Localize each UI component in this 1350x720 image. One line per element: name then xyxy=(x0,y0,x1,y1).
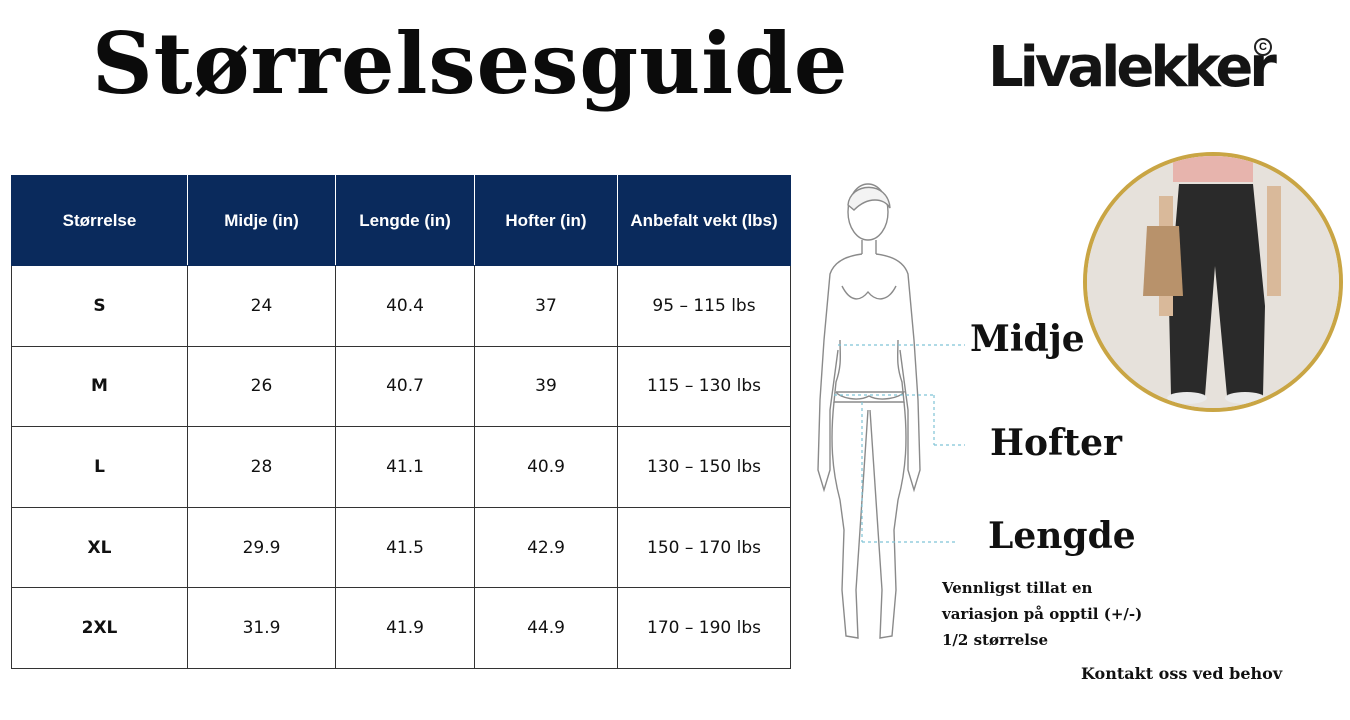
cell-length: 41.5 xyxy=(335,506,475,589)
cell-hips: 44.9 xyxy=(474,587,618,669)
cell-weight: 150 – 170 lbs xyxy=(617,506,791,589)
cell-length: 40.7 xyxy=(335,345,475,428)
model-pants-image xyxy=(1087,156,1339,408)
cell-length: 41.9 xyxy=(335,587,475,669)
copyright-icon: C xyxy=(1254,38,1272,56)
cell-weight: 170 – 190 lbs xyxy=(617,587,791,669)
cell-size: 2XL xyxy=(11,587,188,669)
cell-size: M xyxy=(11,345,188,428)
size-variation-note: Vennligst tillat en variasjon på opptil … xyxy=(942,579,1143,649)
table-header-row: Størrelse Midje (in) Lengde (in) Hofter … xyxy=(11,175,791,266)
cell-weight: 95 – 115 lbs xyxy=(617,265,791,347)
header-size: Størrelse xyxy=(11,175,188,266)
brand-logo: Livalekker xyxy=(988,35,1277,100)
cell-waist: 29.9 xyxy=(187,506,336,589)
cell-weight: 130 – 150 lbs xyxy=(617,426,791,508)
cell-weight: 115 – 130 lbs xyxy=(617,345,791,428)
cell-size: XL xyxy=(11,506,188,589)
contact-note: Kontakt oss ved behov xyxy=(1081,664,1283,683)
cell-waist: 26 xyxy=(187,345,336,428)
header-waist: Midje (in) xyxy=(187,175,336,266)
body-outline-figure xyxy=(817,183,965,639)
table-row: XL 29.9 41.5 42.9 150 – 170 lbs xyxy=(11,506,791,589)
label-hips: Hofter xyxy=(990,422,1123,464)
cell-waist: 28 xyxy=(187,426,336,508)
product-photo xyxy=(1083,152,1343,412)
label-waist: Midje xyxy=(970,318,1085,360)
cell-hips: 42.9 xyxy=(474,506,618,589)
header-hips: Hofter (in) xyxy=(474,175,618,266)
table-row: L 28 41.1 40.9 130 – 150 lbs xyxy=(11,426,791,508)
cell-size: S xyxy=(11,265,188,347)
header-length: Lengde (in) xyxy=(335,175,475,266)
page-title: Størrelsesguide xyxy=(92,14,849,113)
size-table: Størrelse Midje (in) Lengde (in) Hofter … xyxy=(11,175,791,669)
header-weight: Anbefalt vekt (lbs) xyxy=(617,175,791,266)
cell-size: L xyxy=(11,426,188,508)
cell-hips: 40.9 xyxy=(474,426,618,508)
label-length: Lengde xyxy=(988,515,1136,557)
cell-length: 41.1 xyxy=(335,426,475,508)
cell-length: 40.4 xyxy=(335,265,475,347)
table-row: 2XL 31.9 41.9 44.9 170 – 190 lbs xyxy=(11,587,791,669)
table-row: M 26 40.7 39 115 – 130 lbs xyxy=(11,345,791,428)
cell-hips: 37 xyxy=(474,265,618,347)
cell-waist: 31.9 xyxy=(187,587,336,669)
cell-waist: 24 xyxy=(187,265,336,347)
table-row: S 24 40.4 37 95 – 115 lbs xyxy=(11,265,791,347)
cell-hips: 39 xyxy=(474,345,618,428)
